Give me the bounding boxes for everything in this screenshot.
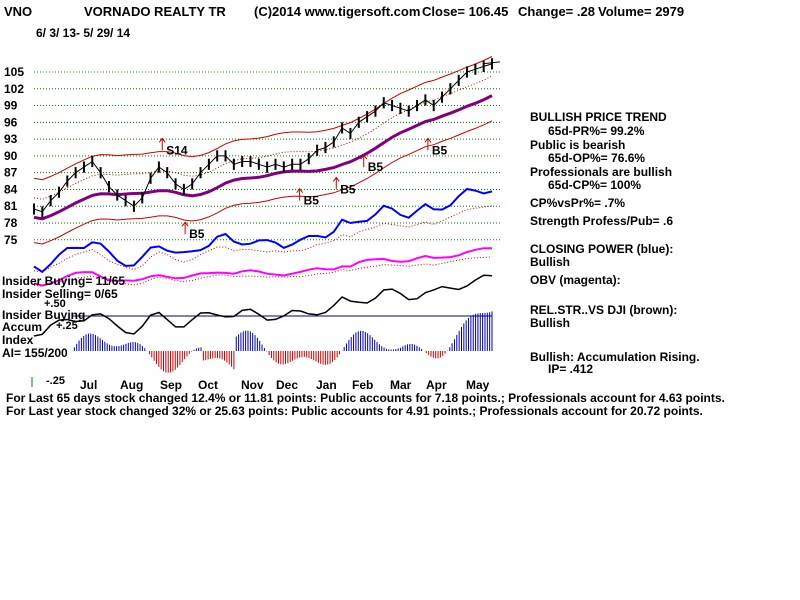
closing-power-path xyxy=(33,187,493,274)
obv-line xyxy=(33,247,493,287)
prof-value: 65d-CP%= 100% xyxy=(548,178,642,192)
volume-value: Volume= 2979 xyxy=(598,4,685,19)
accum-status: Bullish: Accumulation Rising. xyxy=(530,350,700,364)
signal-arrow xyxy=(360,154,368,168)
signal-arrow xyxy=(296,187,304,201)
obv-ma xyxy=(33,256,493,287)
y-tick-label-102: 102 xyxy=(4,82,24,96)
obv-label: OBV (magenta): xyxy=(530,273,621,287)
ai-plus50: +.50 xyxy=(44,298,66,310)
closing-power-label: CLOSING POWER (blue): xyxy=(530,242,674,256)
closing-power-line xyxy=(33,187,493,274)
month-label-jan: Jan xyxy=(316,378,337,392)
y-tick-label-93: 93 xyxy=(4,132,18,146)
ai-title2: Accum xyxy=(2,320,43,334)
insider-selling: Insider Selling= 0/65 xyxy=(2,287,118,301)
obv-path xyxy=(33,247,492,287)
copyright: (C)2014 www.tigersoft.com xyxy=(254,4,421,19)
closing-power-ma xyxy=(33,205,493,273)
relstr-path xyxy=(33,274,493,337)
price-path xyxy=(33,63,493,213)
insider-buying: Insider Buying= 11/65 xyxy=(2,274,126,288)
signal-arrow xyxy=(332,176,340,190)
y-tick-label-96: 96 xyxy=(4,115,18,129)
footer-65day: For Last 65 days stock changed 12.4% or … xyxy=(6,391,725,405)
relstr-line xyxy=(33,274,493,337)
trend-value: 65d-PR%= 99.2% xyxy=(548,124,645,138)
accumulation-index-bars xyxy=(73,311,493,373)
month-label-sep: Sep xyxy=(160,378,182,392)
signal-label: B5 xyxy=(340,182,356,196)
prof-title: Professionals are bullish xyxy=(530,165,673,179)
last-price-line xyxy=(483,61,501,65)
ai-value: AI= 155/200 xyxy=(2,346,68,360)
public-value: 65d-OP%= 76.6% xyxy=(548,151,646,165)
ai-plus25: +.25 xyxy=(56,320,78,332)
signal-label: B5 xyxy=(368,160,384,174)
ticker: VNO xyxy=(4,4,33,19)
signal-label: B5 xyxy=(432,143,448,157)
signal-markers: S14 B5 B5 B5 B5 B5 xyxy=(158,137,448,241)
ai-minus25: -.25 xyxy=(46,375,65,387)
month-label-aug: Aug xyxy=(120,378,143,392)
signal-label: B5 xyxy=(189,227,205,241)
y-tick-label-78: 78 xyxy=(4,216,18,230)
month-label-oct: Oct xyxy=(198,378,218,392)
lower-band xyxy=(33,120,493,245)
ip-value: IP= .412 xyxy=(548,362,594,376)
date-range: 6/ 3/ 13- 5/ 29/ 14 xyxy=(36,26,131,40)
y-tick-label-81: 81 xyxy=(4,199,18,213)
footer-year: For Last year stock changed 32% or 25.63… xyxy=(6,404,703,418)
month-label-jul: Jul xyxy=(80,378,97,392)
signal-label: S14 xyxy=(166,143,188,157)
month-label-dec: Dec xyxy=(276,378,298,392)
signal-arrow xyxy=(181,221,189,235)
moving-average xyxy=(33,94,493,221)
signal-arrow xyxy=(424,137,432,151)
y-tick-label-75: 75 xyxy=(4,233,18,247)
ai-title3: Index xyxy=(2,333,34,347)
signal-label: B5 xyxy=(304,194,320,208)
ai-title1: Insider Buying xyxy=(2,308,86,322)
month-labels: Jul Aug Sep Oct Nov Dec Jan Feb Mar Apr May xyxy=(80,378,490,392)
company-name: VORNADO REALTY TR xyxy=(84,4,226,19)
price-line xyxy=(33,58,501,218)
trend-title: BULLISH PRICE TREND xyxy=(530,110,667,124)
y-tick-label-105: 105 xyxy=(4,65,24,79)
change-value: Change= .28 xyxy=(518,4,595,19)
moving-average-path xyxy=(33,94,493,221)
month-label-mar: Mar xyxy=(390,378,412,392)
y-tick-label-84: 84 xyxy=(4,182,18,196)
cp-vs-pr: CP%vsPr%= .7% xyxy=(530,196,626,210)
month-label-apr: Apr xyxy=(426,378,447,392)
month-label-may: May xyxy=(466,378,490,392)
y-tick-label-90: 90 xyxy=(4,149,18,163)
y-tick-label-99: 99 xyxy=(4,99,18,113)
strength-ratio: Strength Profess/Pub= .6 xyxy=(530,214,674,228)
signal-arrow xyxy=(158,137,166,151)
relstr-label: REL.STR..VS DJI (brown): xyxy=(530,303,678,317)
relstr-status: Bullish xyxy=(530,316,571,330)
month-label-nov: Nov xyxy=(241,378,264,392)
public-title: Public is bearish xyxy=(530,138,626,152)
close-value: Close= 106.45 xyxy=(422,4,509,19)
y-tick-label-87: 87 xyxy=(4,166,18,180)
price-y-ticks: 75 78 81 84 87 90 93 96 99 102 105 xyxy=(4,65,24,247)
closing-power-status: Bullish xyxy=(530,255,571,269)
month-label-feb: Feb xyxy=(352,378,373,392)
upper-band xyxy=(33,56,493,181)
trading-bands xyxy=(33,56,493,245)
